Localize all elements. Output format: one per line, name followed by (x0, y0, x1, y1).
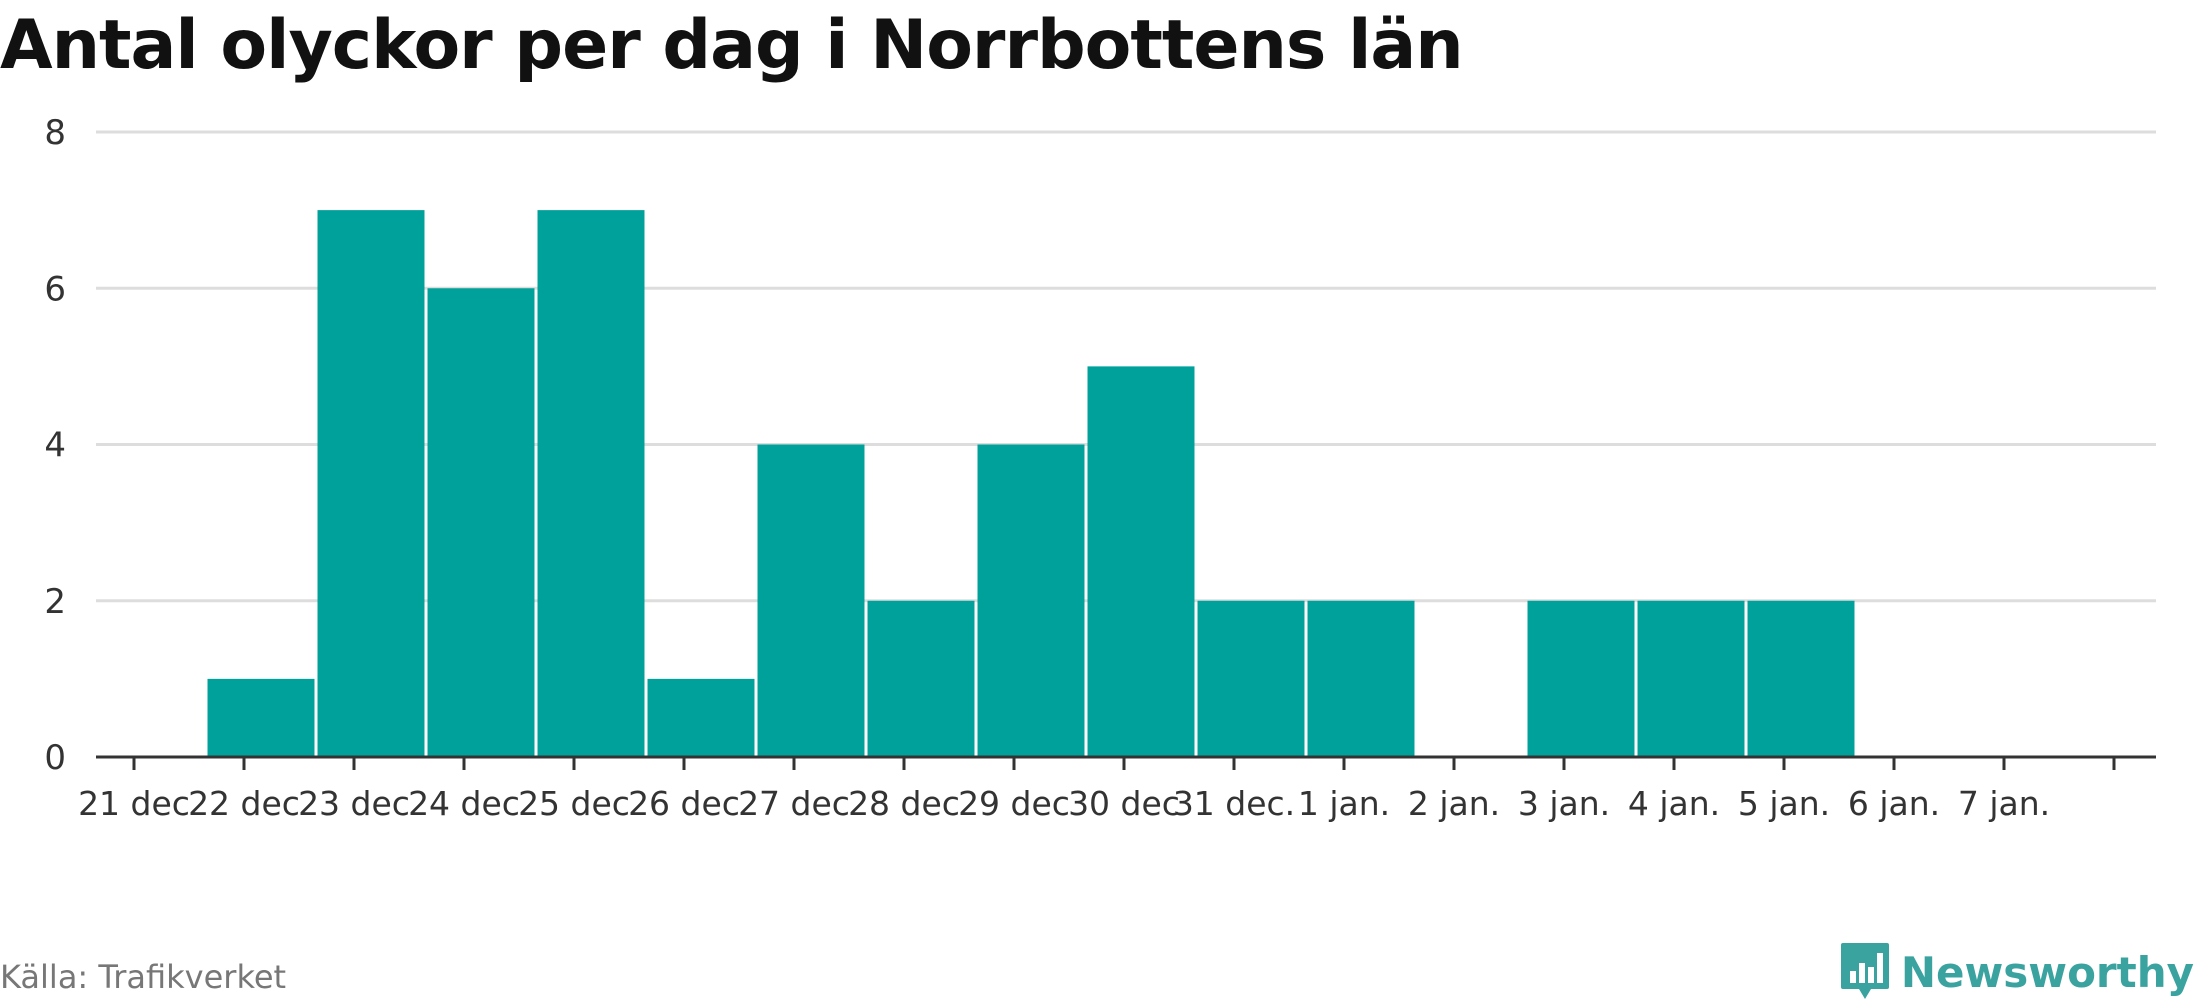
x-tick-label: 4 jan. (1628, 784, 1720, 823)
bar: 23 dec: 7 (317, 210, 425, 757)
x-axis (96, 755, 2156, 770)
y-tick-label: 6 (44, 269, 66, 309)
x-tick-label: 1 jan. (1298, 784, 1390, 823)
x-tick-label: 31 dec. (1173, 784, 1295, 823)
source-note: Källa: Trafikverket (0, 958, 287, 996)
bar: 30 dec: 5 (1087, 366, 1195, 757)
x-tick-label: 5 jan. (1738, 784, 1830, 823)
x-tick-label: 30 dec (1068, 784, 1180, 823)
bar: 1 jan.: 2 (1307, 600, 1415, 757)
x-tick-label: 24 dec (408, 784, 520, 823)
brand-name: Newsworthy (1900, 947, 2194, 997)
x-tick-label: 6 jan. (1848, 784, 1940, 823)
y-axis-ticks: 0 2 4 6 8 (44, 113, 66, 778)
bar: 26 dec: 1 (647, 678, 755, 757)
x-tick-label: 25 dec (518, 784, 630, 823)
x-tick-label: 28 dec (848, 784, 960, 823)
x-tick-label: 22 dec (188, 784, 300, 823)
chart-title: Antal olyckor per dag i Norrbottens län (0, 6, 1464, 85)
y-tick-label: 4 (44, 426, 66, 466)
x-tick-label: 29 dec (958, 784, 1070, 823)
bar: 29 dec: 4 (977, 444, 1085, 757)
bar: 3 jan.: 2 (1527, 600, 1635, 757)
brand-logo: Newsworthy (1839, 940, 2194, 1004)
x-tick-label: 21 dec (78, 784, 190, 823)
x-tick-label: 7 jan. (1958, 784, 2050, 823)
bar: 27 dec: 4 (757, 444, 865, 757)
bars: 21 dec: 022 dec: 123 dec: 724 dec: 625 d… (207, 210, 1855, 757)
bar: 24 dec: 6 (427, 288, 535, 757)
bar: 31 dec.: 2 (1197, 600, 1305, 757)
bar: 28 dec: 2 (867, 600, 975, 757)
x-tick-label: 27 dec (738, 784, 850, 823)
x-tick-label: 23 dec (298, 784, 410, 823)
y-tick-label: 2 (44, 582, 66, 622)
x-tick-label: 26 dec (628, 784, 740, 823)
bar: 22 dec: 1 (207, 678, 315, 757)
bar: 4 jan.: 2 (1637, 600, 1745, 757)
x-tick-label: 2 jan. (1408, 784, 1500, 823)
bar: 25 dec: 7 (537, 210, 645, 757)
bar: 5 jan.: 2 (1747, 600, 1855, 757)
y-tick-label: 8 (44, 113, 66, 153)
newsworthy-logo-icon (1840, 943, 1889, 999)
x-tick-label: 3 jan. (1518, 784, 1610, 823)
y-tick-label: 0 (44, 738, 66, 778)
